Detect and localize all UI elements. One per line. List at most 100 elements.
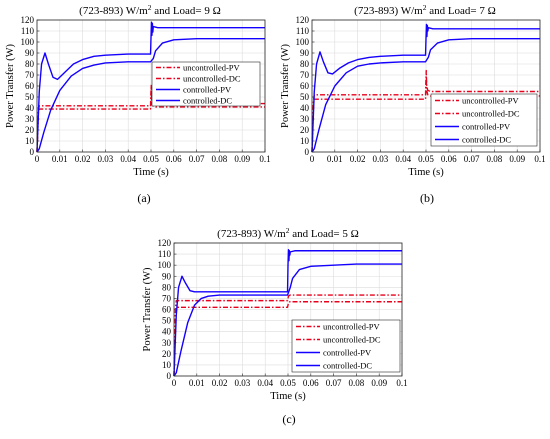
x-tick-label: 0.03 bbox=[98, 154, 114, 164]
legend-label-uncontrolled-PV: uncontrolled-PV bbox=[323, 322, 381, 332]
x-tick-label: 0.07 bbox=[189, 154, 205, 164]
legend-label-controlled-PV: controlled-PV bbox=[323, 348, 372, 358]
x-tick-label: 0.01 bbox=[52, 154, 68, 164]
legend-label-controlled-DC: controlled-DC bbox=[323, 361, 372, 371]
legend-label-uncontrolled-PV: uncontrolled-PV bbox=[183, 63, 241, 73]
chart-title: (723-893) W/m2 and Load= 9 Ω bbox=[79, 3, 221, 17]
y-tick-label: 10 bbox=[25, 136, 35, 146]
legend: uncontrolled-PVuncontrolled-DCcontrolled… bbox=[151, 61, 261, 107]
x-tick-label: 0.08 bbox=[349, 378, 365, 388]
x-tick-label: 0.03 bbox=[373, 154, 389, 164]
x-tick-label: 0 bbox=[35, 154, 40, 164]
axes-frame bbox=[173, 242, 403, 377]
y-tick-label: 50 bbox=[162, 316, 172, 326]
series-line-uncontrolled-DC bbox=[36, 87, 265, 153]
x-axis-label: Time (s) bbox=[408, 167, 444, 178]
chart-title: (723-893) W/m2 and Load= 5 Ω bbox=[217, 226, 359, 240]
y-tick-label: 80 bbox=[300, 59, 310, 69]
x-tick-label: 0.04 bbox=[120, 154, 136, 164]
x-tick-label: 0.06 bbox=[441, 154, 457, 164]
series-line-controlled-PV bbox=[311, 23, 540, 153]
y-tick-label: 110 bbox=[158, 249, 172, 259]
chart-panel-2: 0 0.01 0.02 0.03 0.04 0.05 0.06 0.07 0.08 0.09 0.1… bbox=[280, 3, 546, 205]
axes-frame bbox=[36, 19, 266, 153]
y-tick-label: 70 bbox=[25, 70, 35, 80]
series-line-uncontrolled-PV bbox=[311, 69, 540, 153]
y-tick-label: 60 bbox=[25, 81, 35, 91]
legend: uncontrolled-PV uncontrolled-DC controlled… bbox=[430, 93, 538, 147]
y-tick-label: 70 bbox=[162, 293, 172, 303]
x-axis-label: Time (s) bbox=[270, 391, 306, 402]
x-tick-label: 0.1 bbox=[396, 378, 407, 388]
legend: uncontrolled-PV uncontrolled-DC controlled… bbox=[291, 319, 401, 373]
x-tick-label: 0.02 bbox=[212, 378, 228, 388]
series-line-controlled-DC bbox=[36, 38, 265, 153]
y-tick-label: 20 bbox=[300, 125, 310, 135]
panel-label: (c) bbox=[282, 412, 295, 426]
y-tick-label: 30 bbox=[300, 114, 310, 124]
x-tick-label: 0.01 bbox=[189, 378, 205, 388]
y-tick-label: 0 bbox=[30, 147, 35, 157]
legend-label-controlled-DC: controlled-DC bbox=[462, 135, 511, 145]
y-tick-label: 40 bbox=[25, 103, 35, 113]
x-tick-label: 0.09 bbox=[371, 378, 387, 388]
y-tick-label: 120 bbox=[158, 238, 172, 248]
y-axis-label: Power Transfer (W) bbox=[142, 267, 153, 351]
x-tick-label: 0.05 bbox=[280, 378, 296, 388]
x-tick-label: 0.04 bbox=[257, 378, 273, 388]
x-tick-label: 0.01 bbox=[327, 154, 343, 164]
y-tick-label: 20 bbox=[25, 125, 35, 135]
axes-frame bbox=[311, 19, 541, 153]
x-tick-label: 0.07 bbox=[326, 378, 342, 388]
y-tick-label: 60 bbox=[300, 81, 310, 91]
y-tick-label: 100 bbox=[21, 37, 35, 47]
y-tick-label: 10 bbox=[162, 360, 172, 370]
x-tick-label: 0.08 bbox=[487, 154, 503, 164]
x-tick-label: 0.1 bbox=[534, 154, 545, 164]
y-tick-label: 80 bbox=[25, 59, 35, 69]
x-tick-label: 0.07 bbox=[464, 154, 480, 164]
legend-box bbox=[151, 61, 261, 107]
legend-box bbox=[291, 319, 401, 373]
y-axis-label: Power Transfer (W) bbox=[280, 44, 291, 128]
legend-label-uncontrolled-DC: uncontrolled-DC bbox=[183, 74, 241, 84]
y-tick-label: 0 bbox=[305, 147, 310, 157]
chart-panel-3: 0 0.01 0.02 0.03 0.04 0.05 0.06 0.07 0.08 0.09 0.1… bbox=[142, 226, 408, 426]
legend-label-controlled-PV: controlled-PV bbox=[183, 85, 232, 95]
y-tick-label: 90 bbox=[162, 271, 172, 281]
legend-label-uncontrolled-DC: uncontrolled-DC bbox=[323, 335, 381, 345]
x-tick-label: 0.06 bbox=[166, 154, 182, 164]
x-tick-label: 0.06 bbox=[303, 378, 319, 388]
y-tick-label: 50 bbox=[25, 92, 35, 102]
y-tick-label: 110 bbox=[21, 26, 35, 36]
y-axis-label: Power Transfer (W) bbox=[5, 44, 16, 128]
series-line-controlled-PV bbox=[173, 248, 402, 377]
x-axis-label: Time (s) bbox=[133, 167, 169, 178]
series-line-controlled-PV bbox=[36, 21, 265, 153]
y-tick-label: 110 bbox=[296, 26, 310, 36]
legend-label-uncontrolled-DC: uncontrolled-DC bbox=[462, 109, 520, 119]
chart-title: (723-893) W/m2 and Load= 7 Ω bbox=[354, 3, 496, 17]
panel-label: (b) bbox=[420, 191, 434, 205]
x-tick-label: 0 bbox=[310, 154, 315, 164]
y-tick-label: 30 bbox=[162, 338, 172, 348]
y-tick-label: 30 bbox=[25, 114, 35, 124]
y-tick-label: 0 bbox=[167, 371, 172, 381]
legend-label-controlled-DC: controlled-DC bbox=[183, 96, 232, 106]
y-tick-label: 100 bbox=[158, 260, 172, 270]
series-line-uncontrolled-DC bbox=[173, 301, 402, 377]
y-tick-label: 120 bbox=[21, 15, 35, 25]
y-tick-label: 50 bbox=[300, 92, 310, 102]
panel-label: (a) bbox=[137, 191, 150, 205]
legend-label-controlled-PV: controlled-PV bbox=[462, 122, 511, 132]
y-tick-label: 40 bbox=[162, 327, 172, 337]
y-tick-label: 70 bbox=[300, 70, 310, 80]
y-tick-label: 90 bbox=[300, 48, 310, 58]
x-tick-label: 0.02 bbox=[350, 154, 366, 164]
x-tick-label: 0.05 bbox=[143, 154, 159, 164]
x-tick-label: 0.09 bbox=[234, 154, 250, 164]
x-tick-label: 0.03 bbox=[235, 378, 251, 388]
y-tick-label: 60 bbox=[162, 305, 172, 315]
x-tick-label: 0.1 bbox=[259, 154, 270, 164]
legend-label-uncontrolled-PV: uncontrolled-PV bbox=[462, 96, 520, 106]
